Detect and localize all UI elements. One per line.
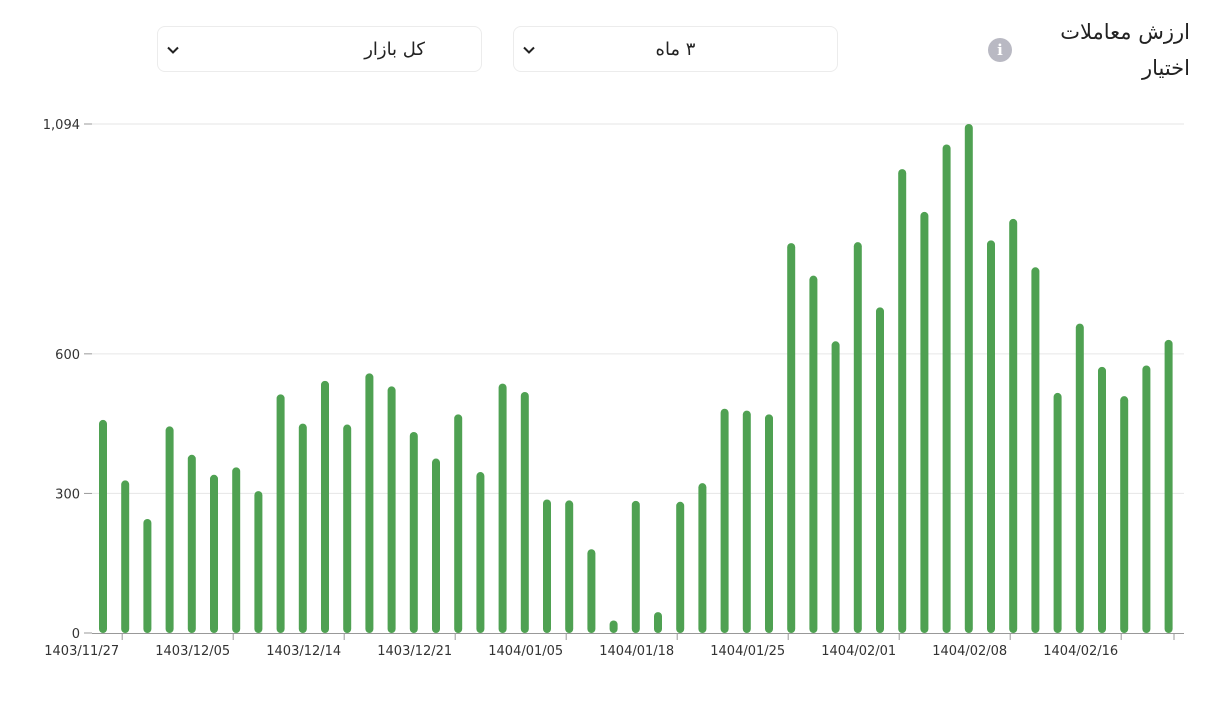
bar[interactable] bbox=[831, 341, 840, 633]
bar[interactable] bbox=[1075, 323, 1084, 633]
bar[interactable] bbox=[254, 491, 263, 633]
bar[interactable] bbox=[587, 549, 596, 633]
bar[interactable] bbox=[676, 501, 685, 633]
bar[interactable] bbox=[187, 454, 196, 633]
info-icon[interactable]: i bbox=[988, 38, 1012, 62]
period-select-value: ۳ ماه bbox=[655, 39, 696, 60]
bars bbox=[99, 124, 1173, 634]
bar[interactable] bbox=[942, 144, 951, 633]
chevron-down-icon bbox=[523, 46, 535, 54]
x-tick-label: 1404/02/16 bbox=[1043, 644, 1118, 659]
bar[interactable] bbox=[698, 483, 707, 633]
bar[interactable] bbox=[1142, 365, 1151, 633]
bar[interactable] bbox=[765, 414, 773, 633]
x-axis: 1403/11/27 1403/12/05 1403/12/14 1403/12/21… bbox=[44, 633, 1184, 659]
bar[interactable] bbox=[787, 243, 796, 634]
bar[interactable] bbox=[898, 169, 907, 633]
bar[interactable] bbox=[343, 424, 352, 633]
bar[interactable] bbox=[609, 620, 618, 633]
bar[interactable] bbox=[298, 423, 307, 633]
bar[interactable] bbox=[409, 432, 418, 633]
x-tick-label: 1403/12/05 bbox=[155, 644, 230, 659]
bar[interactable] bbox=[853, 242, 862, 633]
bar[interactable] bbox=[321, 380, 329, 633]
chart-title: ارزش معاملات اختیار bbox=[1030, 14, 1190, 86]
bar[interactable] bbox=[165, 426, 174, 633]
bar[interactable] bbox=[1098, 366, 1106, 633]
bar[interactable] bbox=[232, 467, 241, 633]
bar[interactable] bbox=[543, 499, 551, 633]
bar[interactable] bbox=[276, 394, 285, 633]
title-line-2: اختیار bbox=[1141, 56, 1190, 80]
x-tick-label: 1404/01/05 bbox=[488, 644, 563, 659]
x-tick-label: 1404/01/25 bbox=[710, 644, 785, 659]
bar[interactable] bbox=[964, 124, 973, 633]
grid-lines bbox=[92, 123, 1184, 494]
bar[interactable] bbox=[1031, 267, 1040, 633]
bar[interactable] bbox=[809, 275, 818, 633]
x-tick-label: 1403/12/14 bbox=[266, 644, 341, 659]
bar[interactable] bbox=[720, 408, 729, 633]
y-tick-label: 0 bbox=[72, 627, 80, 642]
bar[interactable] bbox=[987, 240, 995, 633]
bar[interactable] bbox=[476, 472, 485, 633]
y-tick-label: 600 bbox=[55, 348, 80, 363]
bar[interactable] bbox=[387, 386, 396, 633]
bar[interactable] bbox=[631, 500, 640, 633]
x-tick-label: 1404/02/01 bbox=[821, 644, 896, 659]
bar[interactable] bbox=[920, 211, 929, 633]
bar[interactable] bbox=[99, 419, 107, 633]
market-select[interactable]: کل بازار bbox=[157, 26, 482, 72]
bar[interactable] bbox=[365, 373, 374, 633]
bar[interactable] bbox=[520, 391, 529, 633]
bar[interactable] bbox=[454, 414, 463, 633]
bar[interactable] bbox=[654, 612, 662, 633]
y-tick-label: 300 bbox=[55, 487, 80, 502]
bar[interactable] bbox=[210, 474, 218, 633]
bar[interactable] bbox=[1120, 396, 1129, 633]
x-tick-label: 1403/12/21 bbox=[377, 644, 452, 659]
bar[interactable] bbox=[742, 410, 751, 633]
bar[interactable] bbox=[498, 383, 507, 633]
period-select[interactable]: ۳ ماه bbox=[513, 26, 838, 72]
bar[interactable] bbox=[121, 480, 130, 633]
chevron-down-icon bbox=[167, 46, 179, 54]
bar[interactable] bbox=[565, 500, 574, 633]
bar[interactable] bbox=[1009, 218, 1018, 634]
bar[interactable] bbox=[432, 458, 440, 633]
y-tick-label: 1,094 bbox=[43, 118, 80, 133]
x-tick-label: 1404/01/18 bbox=[599, 644, 674, 659]
x-tick-label: 1403/11/27 bbox=[44, 644, 119, 659]
bar[interactable] bbox=[143, 519, 152, 633]
bar[interactable] bbox=[876, 307, 884, 633]
bar[interactable] bbox=[1053, 392, 1062, 633]
y-axis: 0 300 600 1,094 bbox=[43, 118, 92, 642]
bar[interactable] bbox=[1164, 339, 1173, 633]
title-line-1: ارزش معاملات bbox=[1060, 20, 1190, 44]
x-tick-label: 1404/02/08 bbox=[932, 644, 1007, 659]
market-select-value: کل بازار bbox=[364, 39, 425, 60]
